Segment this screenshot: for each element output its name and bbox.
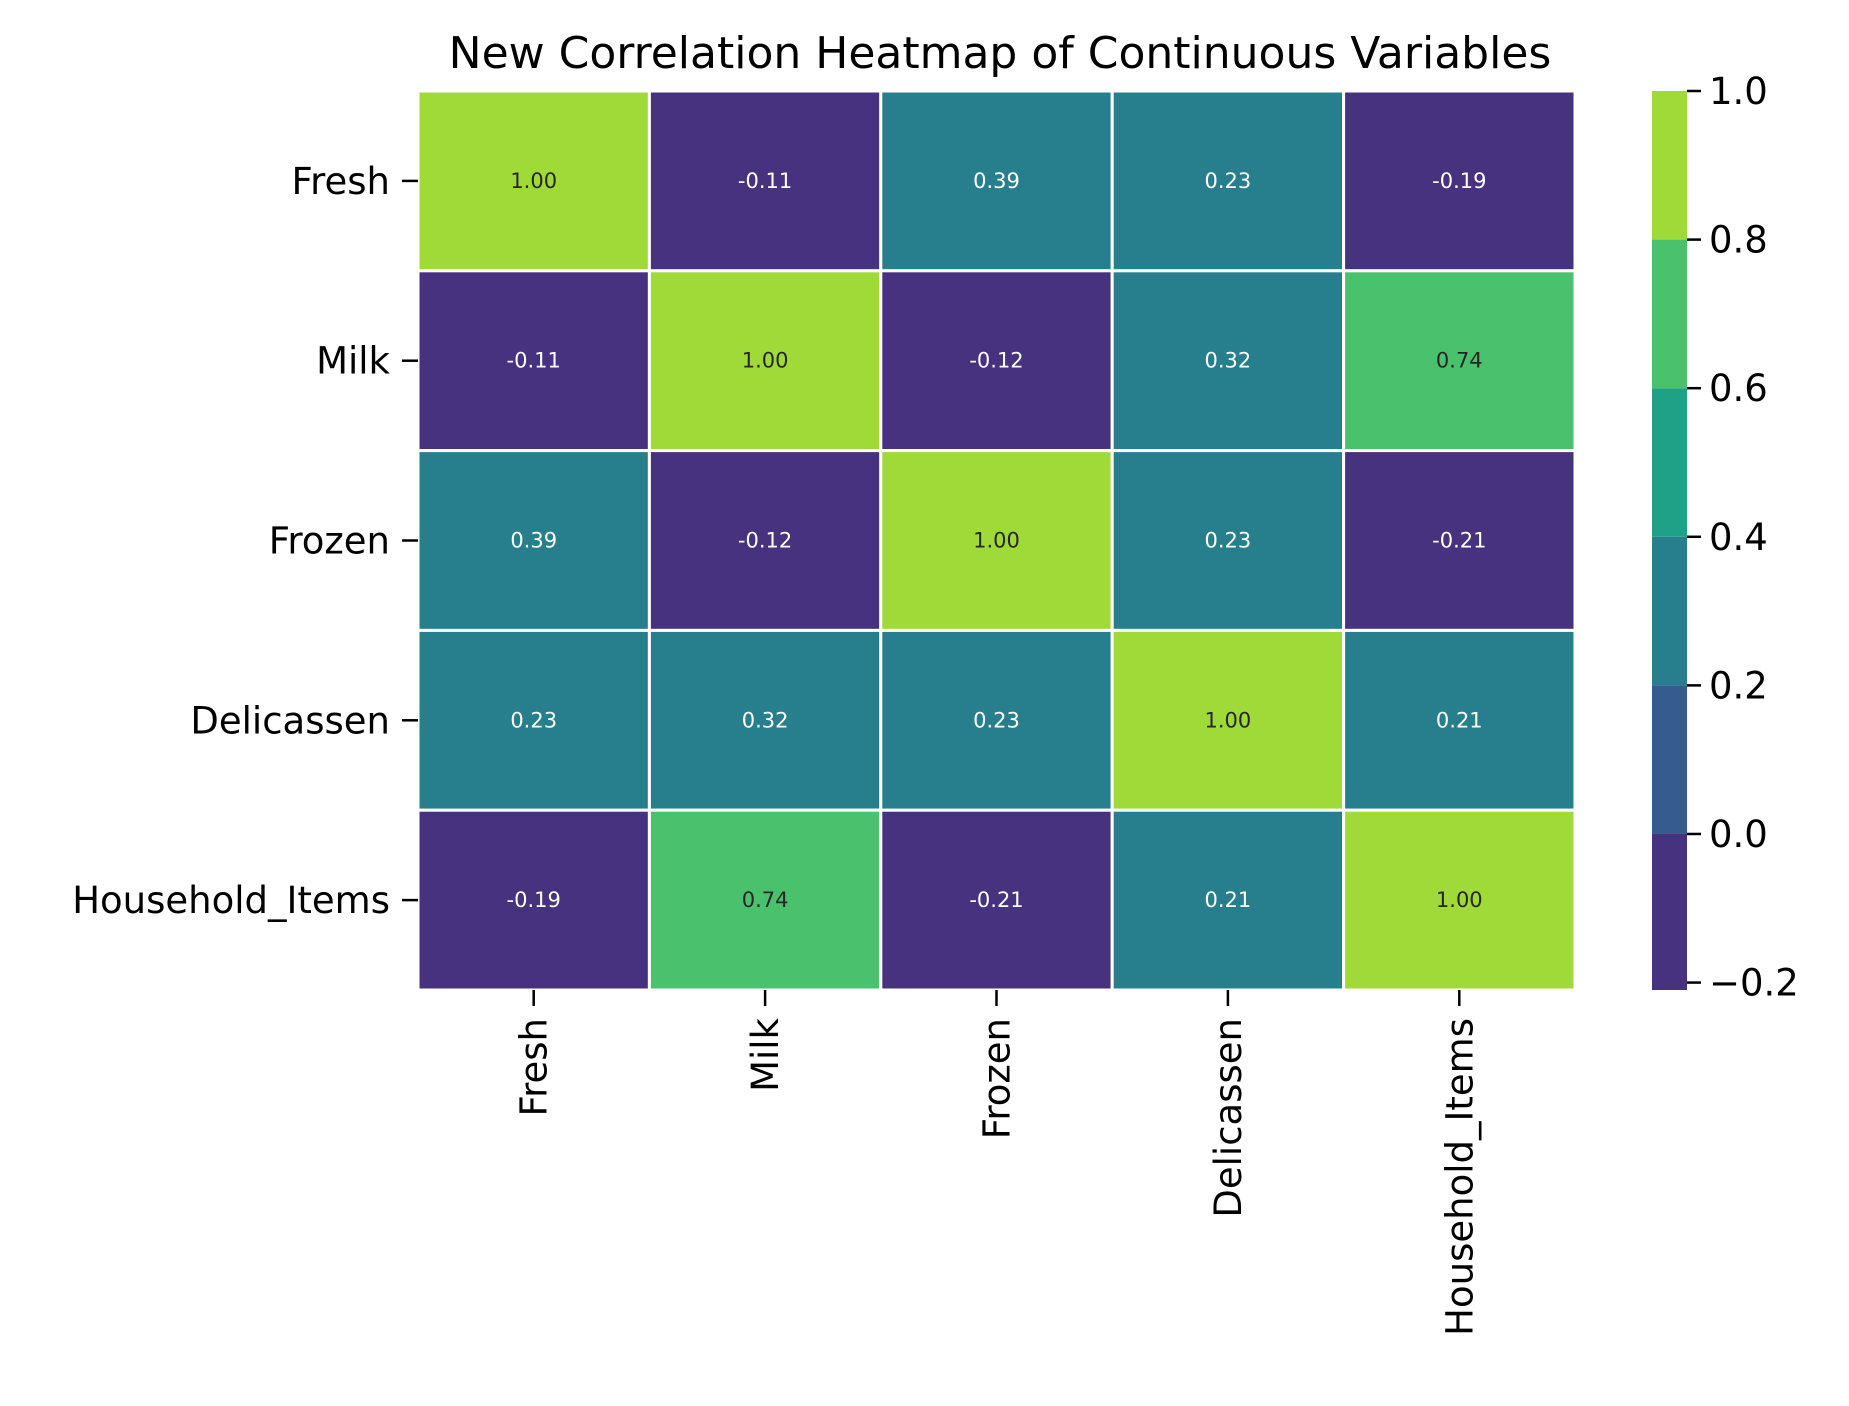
heatmap-cell <box>879 808 1114 992</box>
cell-value-label: -0.21 <box>1432 529 1486 553</box>
cell-value-label: -0.12 <box>969 349 1023 373</box>
x-tick-label: Fresh <box>513 1018 556 1116</box>
colorbar-bin <box>1652 388 1687 537</box>
y-tick-label: Delicassen <box>190 699 390 742</box>
cell-value-label: 0.32 <box>742 708 789 732</box>
x-tick-label: Delicassen <box>1207 1018 1250 1218</box>
heatmap-cell <box>1342 628 1577 812</box>
colorbar-tick-label: 0.4 <box>1709 516 1768 559</box>
heatmap-cell <box>1342 808 1577 992</box>
colorbar-bin <box>1652 685 1687 834</box>
heatmap-cell <box>416 89 651 273</box>
heatmap-cell <box>1342 269 1577 453</box>
cell-value-label: 1.00 <box>1436 888 1483 912</box>
cell-value-label: 0.21 <box>1205 888 1252 912</box>
heatmap-cell <box>416 808 651 992</box>
colorbar-tick-label: 0.6 <box>1709 367 1768 410</box>
cell-value-label: -0.19 <box>1432 169 1486 193</box>
colorbar-bin <box>1652 536 1687 686</box>
cell-value-label: -0.11 <box>738 169 792 193</box>
x-axis: Fresh Milk Frozen Delicassen Household_Items <box>513 990 1481 1336</box>
heatmap-cell <box>647 89 883 273</box>
x-tick-label: Household_Items <box>1438 1018 1481 1336</box>
cell-value-label: 0.23 <box>973 708 1020 732</box>
chart-title: New Correlation Heatmap of Continuous Va… <box>449 28 1552 79</box>
heatmap-cell <box>1110 628 1346 812</box>
y-tick-label: Frozen <box>269 520 390 563</box>
y-tick-label: Fresh <box>292 160 390 203</box>
y-axis: Fresh Milk Frozen Delicassen Household_Items <box>72 160 418 922</box>
cell-value-label: 0.39 <box>973 169 1020 193</box>
heatmap-cells: 1.00 -0.11 0.39 0.23 -0.19 -0.11 1.00 -0.12 0.32… <box>416 89 1577 992</box>
heatmap-cell <box>647 808 883 992</box>
heatmap-cell <box>1342 449 1577 632</box>
cell-value-label: 0.23 <box>1205 529 1252 553</box>
heatmap-cell <box>416 269 651 453</box>
y-tick-label: Milk <box>316 340 390 383</box>
y-tick-label: Household_Items <box>72 879 390 922</box>
cell-value-label: 1.00 <box>510 169 557 193</box>
cell-value-label: -0.19 <box>507 888 561 912</box>
colorbar-tick-label: −0.2 <box>1709 962 1799 1005</box>
cell-value-label: 0.32 <box>1205 349 1252 373</box>
colorbar-tick-label: 1.0 <box>1709 70 1768 113</box>
colorbar-bin <box>1652 239 1687 389</box>
x-tick-label: Milk <box>744 1017 787 1091</box>
cell-value-label: 0.39 <box>510 529 557 553</box>
colorbar-bin <box>1652 91 1687 240</box>
cell-value-label: 1.00 <box>973 529 1020 553</box>
cell-value-label: 1.00 <box>1205 708 1252 732</box>
colorbar-tick-label: 0.0 <box>1709 813 1768 856</box>
colorbar-tick-label: 0.2 <box>1709 664 1768 707</box>
heatmap-cell <box>879 628 1114 812</box>
x-tick-label: Frozen <box>976 1018 1019 1139</box>
cell-value-label: 0.74 <box>742 888 789 912</box>
cell-value-label: -0.21 <box>969 888 1023 912</box>
cell-value-label: 0.21 <box>1436 708 1483 732</box>
heatmap-cell <box>879 89 1114 273</box>
colorbar-tick-label: 0.8 <box>1709 219 1768 262</box>
heatmap-cell <box>647 449 883 632</box>
cell-value-label: 0.23 <box>510 708 557 732</box>
heatmap-cell <box>879 269 1114 453</box>
cell-value-label: 1.00 <box>742 349 789 373</box>
heatmap-cell <box>1110 89 1346 273</box>
cell-value-label: 0.74 <box>1436 349 1483 373</box>
cell-value-label: 0.23 <box>1205 169 1252 193</box>
cell-value-label: -0.12 <box>738 529 792 553</box>
cell-value-label: -0.11 <box>507 349 561 373</box>
heatmap-cell <box>647 628 883 812</box>
heatmap-cell <box>1110 449 1346 632</box>
colorbar: 1.0 0.8 0.6 0.4 0.2 0.0 −0.2 <box>1652 70 1799 1005</box>
colorbar-bin <box>1652 833 1687 990</box>
